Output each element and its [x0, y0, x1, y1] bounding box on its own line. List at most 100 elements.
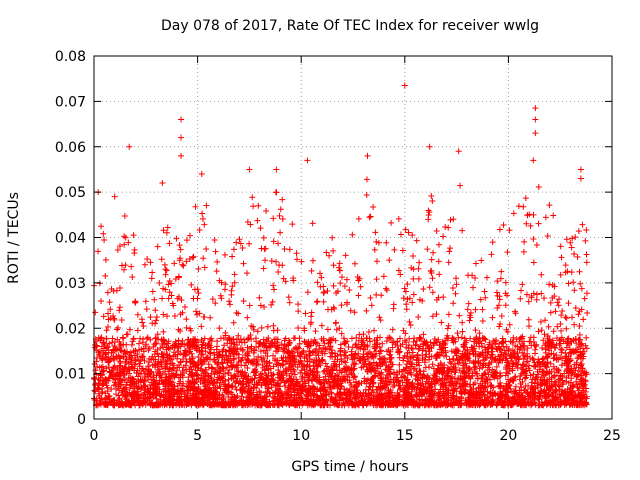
data-point [457, 182, 464, 189]
data-point [131, 250, 138, 257]
data-point [523, 220, 530, 227]
data-point [229, 253, 236, 260]
data-point [116, 242, 123, 249]
data-point [533, 241, 540, 248]
data-point [533, 296, 540, 303]
data-point [148, 275, 155, 282]
data-point [263, 393, 270, 400]
data-point [583, 227, 590, 234]
data-point [192, 203, 199, 210]
data-point [435, 258, 442, 265]
data-point [240, 381, 247, 388]
data-point [262, 257, 269, 264]
data-point [317, 270, 324, 277]
data-point [563, 325, 570, 332]
data-point [198, 344, 205, 351]
data-point [96, 351, 103, 358]
data-point [373, 337, 380, 344]
data-point [502, 290, 509, 297]
data-point [356, 331, 363, 338]
data-point [445, 224, 452, 231]
data-point [279, 357, 286, 364]
data-point [506, 227, 513, 234]
data-point [245, 335, 252, 342]
data-point [541, 295, 548, 302]
data-point [436, 271, 443, 278]
data-point [541, 331, 548, 338]
data-point [107, 306, 114, 313]
data-point [377, 317, 384, 324]
data-point [415, 314, 422, 321]
data-point [476, 330, 483, 337]
data-point [520, 203, 527, 210]
data-point [390, 301, 397, 308]
data-point [255, 353, 262, 360]
data-point [385, 346, 392, 353]
data-point [201, 335, 208, 342]
data-point [568, 244, 575, 251]
data-point [149, 269, 156, 276]
data-point [160, 311, 167, 318]
data-point [565, 300, 572, 307]
data-point [219, 348, 226, 355]
data-point [227, 301, 234, 308]
data-point [342, 340, 349, 347]
data-point [500, 222, 507, 229]
data-point [396, 335, 403, 342]
data-point [320, 298, 327, 305]
data-point [410, 253, 417, 260]
data-point [578, 306, 585, 313]
data-point [458, 334, 465, 341]
data-point [424, 246, 431, 253]
data-point [416, 259, 423, 266]
data-point [143, 341, 150, 348]
data-point [453, 281, 460, 288]
data-point [330, 282, 337, 289]
data-point [164, 224, 171, 231]
data-point [568, 269, 575, 276]
data-point [246, 390, 253, 397]
data-point [250, 203, 257, 210]
data-point [203, 246, 210, 253]
data-point [239, 245, 246, 252]
data-point [489, 239, 496, 246]
data-point [351, 260, 358, 267]
data-point [396, 354, 403, 361]
data-point [147, 314, 154, 321]
data-point [437, 342, 444, 349]
data-point [565, 335, 572, 342]
data-point [181, 303, 188, 310]
data-point [363, 176, 370, 183]
data-point [262, 388, 269, 395]
data-point [375, 239, 382, 246]
data-point [175, 274, 182, 281]
data-point [531, 342, 538, 349]
data-point [270, 377, 277, 384]
data-point [201, 314, 208, 321]
data-point [130, 232, 137, 239]
data-point [397, 231, 404, 238]
data-point [378, 292, 385, 299]
data-point [557, 243, 564, 250]
data-point [101, 236, 108, 243]
data-point [535, 328, 542, 335]
data-point [347, 307, 354, 314]
data-point [176, 242, 183, 249]
data-point [353, 341, 360, 348]
data-point [545, 351, 552, 358]
data-point [401, 285, 408, 292]
data-point [345, 344, 352, 351]
data-point [481, 370, 488, 377]
data-point [546, 202, 553, 209]
data-point [389, 326, 396, 333]
data-point [388, 219, 395, 226]
data-point [399, 379, 406, 386]
data-point [576, 331, 583, 338]
data-point [317, 283, 324, 290]
data-point [295, 325, 302, 332]
data-point [196, 227, 203, 234]
data-point [226, 366, 233, 373]
data-point [579, 221, 586, 228]
data-point [166, 289, 173, 296]
data-point [420, 331, 427, 338]
